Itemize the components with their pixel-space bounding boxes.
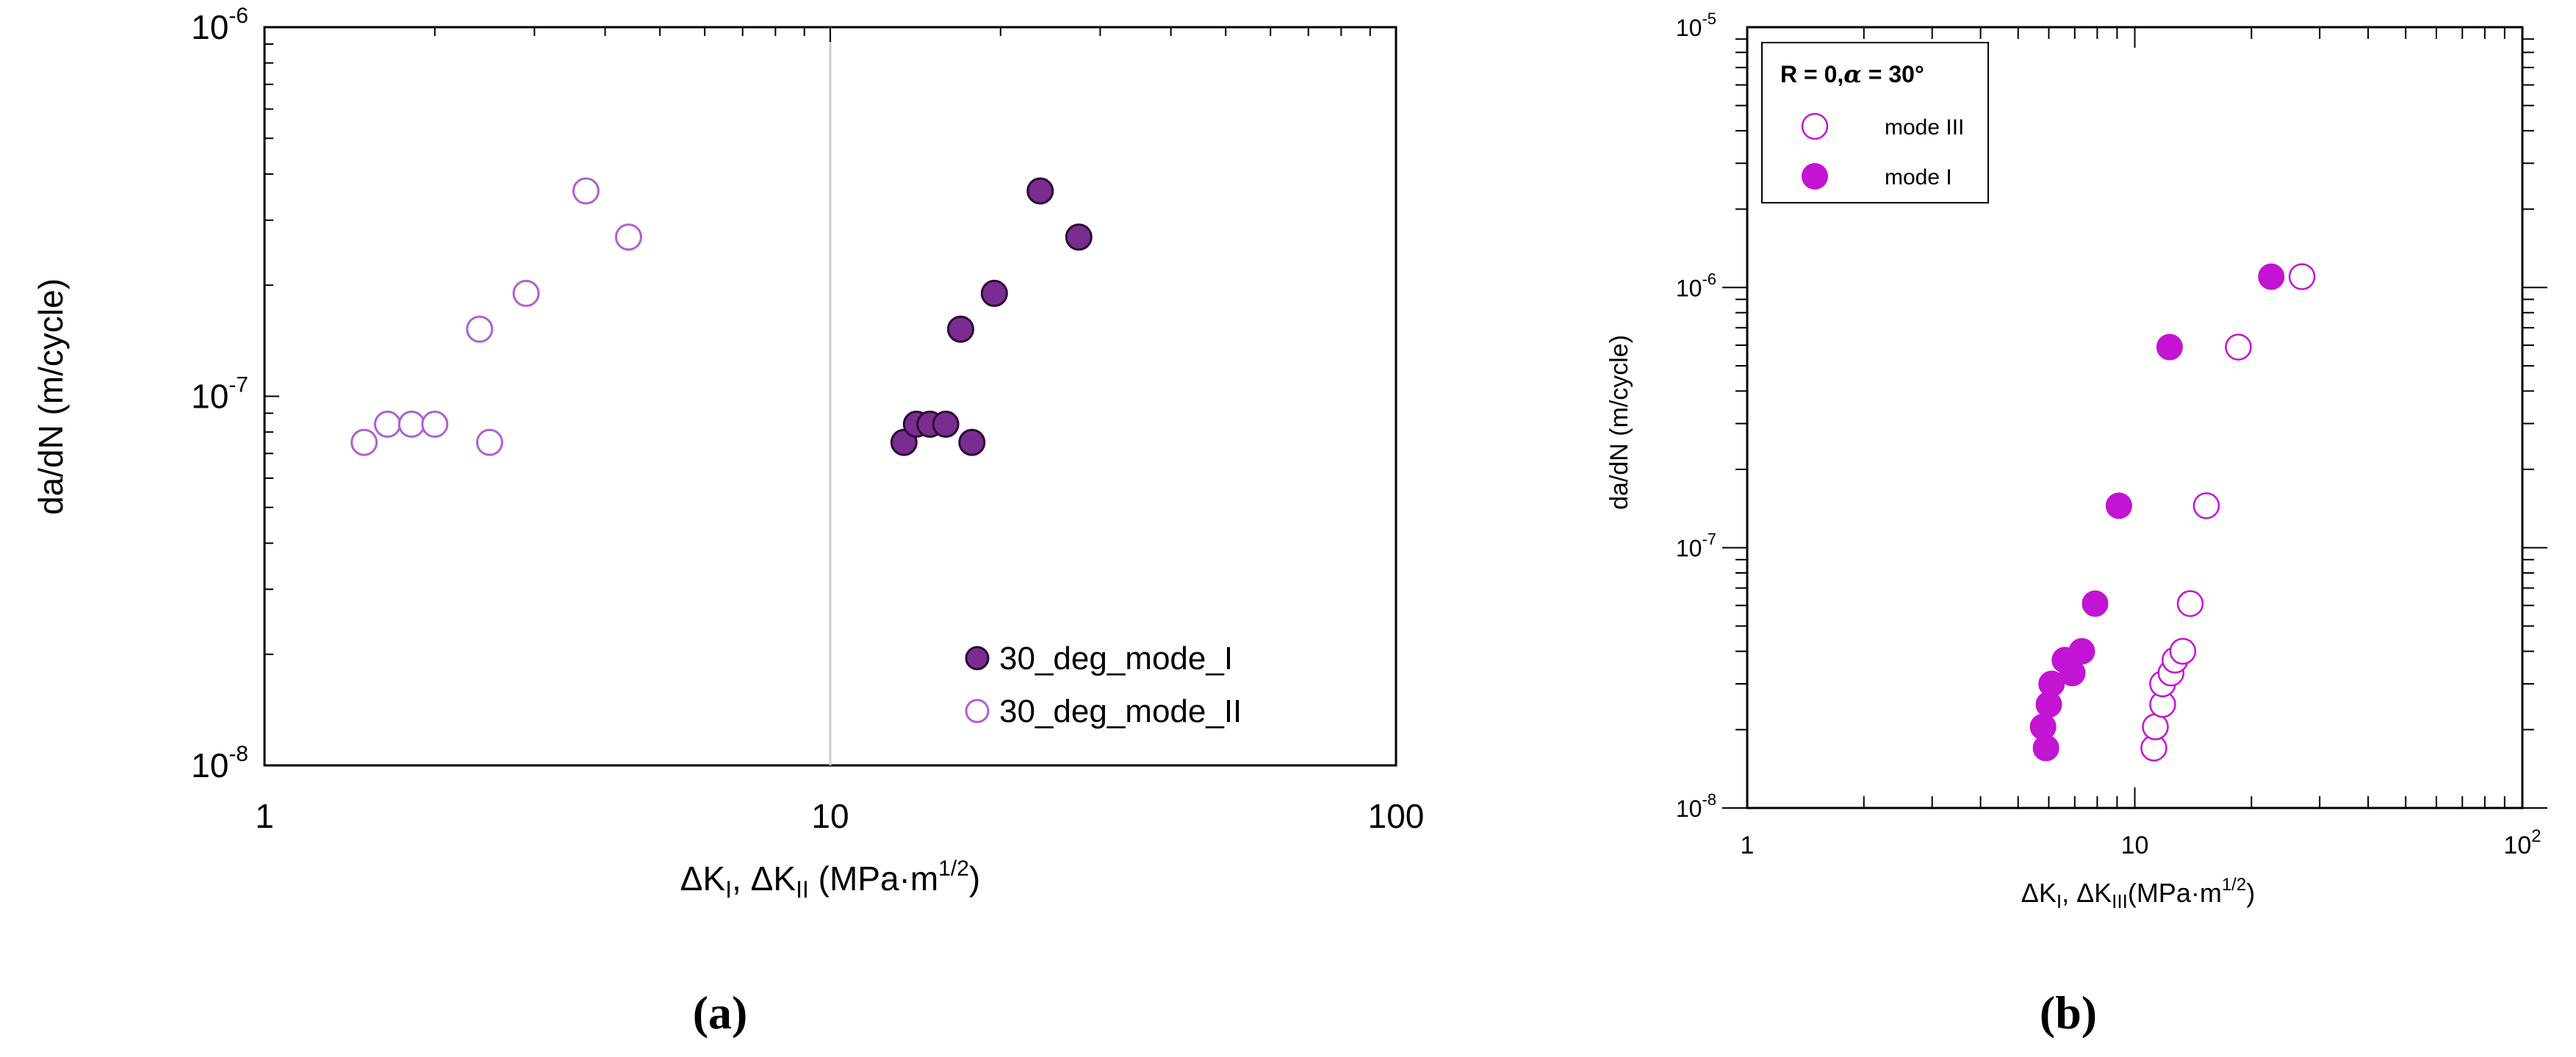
panel-b-point-mode-I (2156, 333, 2183, 361)
legend-marker-mode-III (1801, 112, 1829, 140)
panel-b-points (2029, 263, 2316, 762)
panel-b-y-tick-label: 10-6 (1676, 270, 1716, 301)
legend-label-mode-II: 30_deg_mode_II (999, 693, 1242, 729)
panel-a-point-30_deg_mode_II (572, 177, 600, 205)
panel-b-point-mode-I (2105, 492, 2132, 519)
panel-b-y-tick-label: 10-5 (1676, 10, 1716, 41)
panel-b-point-mode-I (2059, 660, 2086, 687)
legend-label-mode-I: mode I (1885, 165, 1952, 190)
panel-a-caption: (a) (693, 986, 748, 1039)
panel-b-point-mode-I (2029, 713, 2057, 740)
panel-b-point-mode-III (2192, 492, 2220, 519)
panel-b-point-mode-III (2169, 638, 2197, 665)
panel-a-point-30_deg_mode_I (958, 428, 986, 456)
panel-a-point-30_deg_mode_I (980, 279, 1008, 307)
panel-b-ticks (1722, 27, 2547, 809)
panel-b-point-mode-I (2068, 638, 2095, 665)
panel-a-x-tick-label: 100 (1368, 797, 1425, 835)
panel-a-chart: 1 10 100 10-6 10-7 10-8 da/dN (m/cycle) ΔKI, … (32, 4, 1424, 1039)
panel-a-y-tick-label: 10-8 (191, 742, 248, 784)
panel-b-point-mode-III (2176, 590, 2204, 617)
legend-label-mode-I: 30_deg_mode_I (999, 641, 1233, 677)
panel-b-point-mode-I (2038, 670, 2065, 697)
panel-b-x-tick-label: 102 (2503, 826, 2541, 859)
panel-a-y-tick-label: 10-6 (191, 4, 248, 46)
panel-b-chart: 1 10 102 10-5 10-6 10-7 10-8 da/dN (m/cycle) Δ… (1605, 10, 2547, 1039)
panel-a-y-axis-label: da/dN (m/cycle) (32, 278, 70, 515)
panel-b-legend-title: R = 0,α = 30° (1780, 60, 1924, 88)
panel-a-point-30_deg_mode_II (397, 411, 425, 439)
panel-b-point-mode-I (2082, 590, 2109, 617)
panel-b-caption: (b) (2040, 986, 2097, 1039)
panel-a-x-tick-label: 10 (811, 797, 849, 835)
legend-marker-mode-II (965, 699, 990, 724)
panel-b-x-axis-label: ΔKI, ΔKIII(MPa·m1/2) (2021, 875, 2255, 912)
panel-a-point-30_deg_mode_I (1026, 177, 1054, 205)
panel-a-point-30_deg_mode_II (350, 428, 378, 456)
panel-b-tick-labels: 1 10 102 10-5 10-6 10-7 10-8 (1676, 10, 2541, 859)
panel-a-point-30_deg_mode_II (421, 411, 449, 439)
panel-a-x-tick-label: 1 (255, 797, 274, 835)
panel-a-point-30_deg_mode_I (932, 411, 960, 439)
panel-b-legend: R = 0,α = 30° mode III mode I (1761, 42, 1989, 203)
panel-b-y-axis-label: da/dN (m/cycle) (1605, 335, 1633, 510)
panel-a-point-30_deg_mode_II (512, 279, 540, 307)
panel-b-legend-box (1761, 42, 1989, 203)
panel-b-y-tick-label: 10-7 (1676, 530, 1716, 562)
panel-b-x-tick-label: 10 (2121, 831, 2149, 859)
panel-a-x-axis-label: ΔKI, ΔKII (MPa·m1/2) (680, 856, 980, 903)
panel-a-point-30_deg_mode_II (373, 411, 401, 439)
panel-a-legend: 30_deg_mode_I 30_deg_mode_II (965, 641, 1242, 729)
panel-b-point-mode-III (2288, 263, 2316, 290)
legend-marker-mode-I (965, 646, 990, 671)
panel-a-y-tick-label: 10-7 (191, 373, 248, 416)
legend-label-mode-III: mode III (1885, 115, 1964, 140)
panel-b-y-tick-label: 10-8 (1676, 790, 1716, 822)
panel-b-point-mode-III (2142, 713, 2169, 740)
legend-marker-mode-I (1802, 163, 1828, 190)
panel-a-point-30_deg_mode_I (1065, 223, 1093, 251)
panel-b-point-mode-III (2225, 333, 2252, 361)
panel-a-tick-labels: 1 10 100 10-6 10-7 10-8 (191, 4, 1424, 835)
panel-b-x-tick-label: 1 (1741, 831, 1755, 859)
panel-a-point-30_deg_mode_II (466, 315, 494, 343)
panel-a-point-30_deg_mode_II (475, 428, 503, 456)
panel-b-point-mode-I (2258, 263, 2285, 290)
panel-a-point-30_deg_mode_I (946, 315, 974, 343)
panel-a-ticks (264, 27, 1371, 766)
panel-a-points (350, 177, 1093, 456)
panel-a-point-30_deg_mode_II (614, 223, 642, 251)
